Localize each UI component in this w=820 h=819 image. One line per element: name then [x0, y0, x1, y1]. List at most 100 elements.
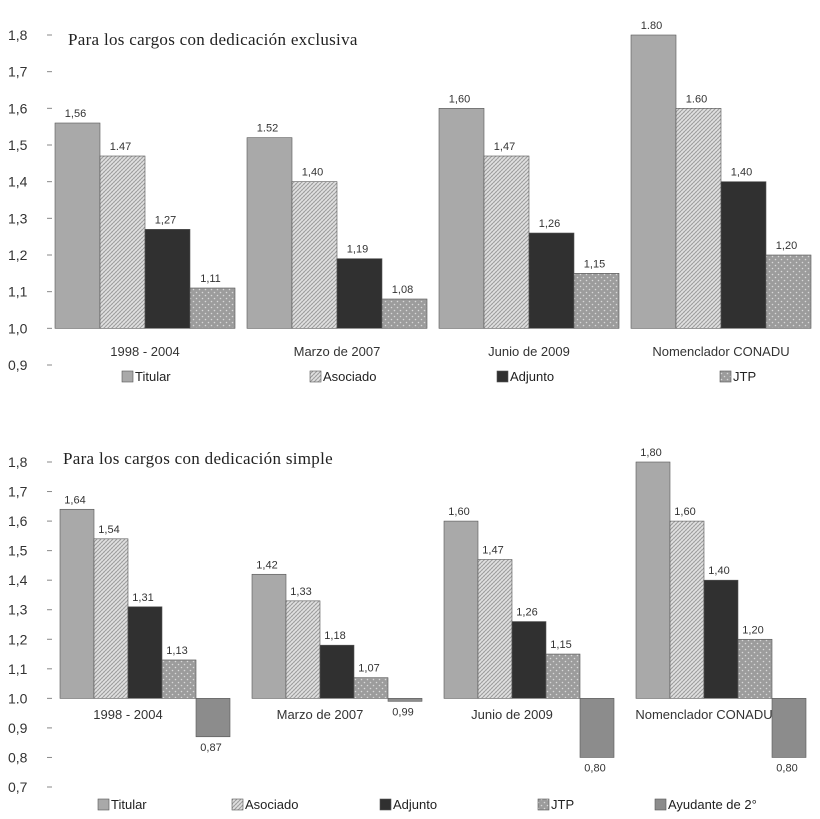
legend-label-adjunto: Adjunto	[510, 369, 554, 384]
y-tick-label: 1,4	[8, 572, 28, 588]
data-label: 1,11	[200, 273, 221, 285]
data-label: 0,87	[200, 742, 221, 754]
data-label: 1,56	[65, 108, 86, 120]
legend-swatch-jtp	[537, 798, 550, 811]
legend-swatch-asociado	[309, 370, 322, 383]
category-label: Junio de 2009	[488, 344, 570, 359]
data-label: 1,15	[550, 639, 571, 651]
data-label: 1,40	[302, 167, 323, 179]
legend-swatch-jtp	[719, 370, 732, 383]
data-label: 1,26	[516, 607, 537, 619]
bar-ayudante-de-2	[195, 698, 231, 738]
data-label: 1,07	[358, 663, 379, 675]
bar-jtp	[353, 677, 389, 699]
y-tick-label: 0,9	[8, 720, 28, 736]
y-tick-label: 1,1	[8, 284, 28, 300]
y-tick-label: 1.0	[8, 690, 28, 706]
data-label: 1,40	[708, 565, 729, 577]
bar-jtp	[737, 638, 773, 699]
data-label: 1,18	[324, 630, 345, 642]
data-label: 1,64	[64, 494, 85, 506]
category-label: 1998 - 2004	[110, 344, 179, 359]
category-label: 1998 - 2004	[93, 707, 162, 722]
data-label: 1,27	[155, 214, 176, 226]
bar-adjunto	[703, 579, 739, 699]
data-label: 1,13	[166, 645, 187, 657]
legend-label-adjunto: Adjunto	[393, 797, 437, 812]
legend-label-titular: Titular	[111, 797, 147, 812]
legend-label-titular: Titular	[135, 369, 171, 384]
bar-adjunto	[528, 232, 575, 329]
bar-adjunto	[720, 181, 767, 329]
y-tick-label: 1,8	[8, 27, 28, 43]
data-label: 0,80	[584, 762, 605, 774]
category-label: Junio de 2009	[471, 707, 553, 722]
data-label: 1,54	[98, 524, 119, 536]
chart-simple: Para los cargos con dedicación simple 0,7…	[8, 447, 807, 812]
data-label: 1.60	[686, 93, 707, 105]
data-label: 1,42	[256, 559, 277, 571]
y-tick-label: 1,1	[8, 661, 28, 677]
data-label: 1,47	[482, 545, 503, 557]
y-tick-label: 1,2	[8, 247, 28, 263]
bar-asociado	[675, 108, 722, 329]
bar-adjunto	[127, 606, 163, 699]
legend-label-asociado: Asociado	[323, 369, 376, 384]
bar-adjunto	[319, 644, 355, 699]
bar-titular	[630, 34, 677, 329]
legend-swatch-titular	[97, 798, 110, 811]
category-label: Nomenclador CONADU	[652, 344, 789, 359]
category-label: Marzo de 2007	[294, 344, 381, 359]
bar-asociado	[483, 155, 530, 329]
category-label: Nomenclador CONADU	[635, 707, 772, 722]
bar-jtp	[765, 254, 812, 329]
bar-titular	[54, 122, 101, 329]
y-tick-label: 1,4	[8, 174, 28, 190]
legend-swatch-titular	[121, 370, 134, 383]
data-label: 0,99	[392, 706, 413, 718]
data-label: 0,80	[776, 762, 797, 774]
y-tick-label: 1,5	[8, 543, 28, 559]
legend-label-jtp: JTP	[551, 797, 574, 812]
y-tick-label: 1,2	[8, 631, 28, 647]
bar-jtp	[161, 659, 197, 699]
bar-titular	[443, 520, 479, 699]
y-tick-label: 0,7	[8, 779, 28, 795]
legend-swatch-asociado	[231, 798, 244, 811]
bar-asociado	[93, 538, 129, 699]
data-label: 1,19	[347, 244, 368, 256]
chart-title: Para los cargos con dedicación exclusiva	[68, 30, 358, 49]
data-label: 1,31	[132, 592, 153, 604]
data-label: 1.80	[641, 20, 662, 32]
data-label: 1,15	[584, 258, 605, 270]
bar-asociado	[291, 181, 338, 329]
data-label: 1,26	[539, 218, 560, 230]
category-label: Marzo de 2007	[277, 707, 364, 722]
bar-adjunto	[144, 229, 191, 329]
bar-ayudante-de-2	[771, 698, 807, 758]
legend-swatch-adjunto	[496, 370, 509, 383]
y-tick-label: 1,7	[8, 64, 28, 80]
bar-titular	[251, 573, 287, 699]
data-label: 1,47	[494, 141, 515, 153]
bar-adjunto	[511, 621, 547, 699]
bar-jtp	[189, 287, 236, 329]
y-tick-label: 1,7	[8, 484, 28, 500]
y-tick-label: 0,8	[8, 749, 28, 765]
y-tick-label: 1,3	[8, 210, 28, 226]
data-label: 1.52	[257, 123, 278, 135]
data-label: 1,20	[742, 624, 763, 636]
y-tick-label: 1,3	[8, 602, 28, 618]
legend-swatch-ayudante-de-2	[654, 798, 667, 811]
data-label: 1,60	[448, 506, 469, 518]
bar-asociado	[285, 600, 321, 699]
chart-exclusiva: Para los cargos con dedicación exclusiva…	[8, 20, 812, 384]
data-label: 1,33	[290, 586, 311, 598]
bar-asociado	[99, 155, 146, 329]
bar-ayudante-de-2	[387, 698, 423, 702]
bar-jtp	[573, 273, 620, 329]
bar-ayudante-de-2	[579, 698, 615, 758]
data-label: 1,80	[640, 447, 661, 459]
bar-titular	[438, 108, 485, 329]
